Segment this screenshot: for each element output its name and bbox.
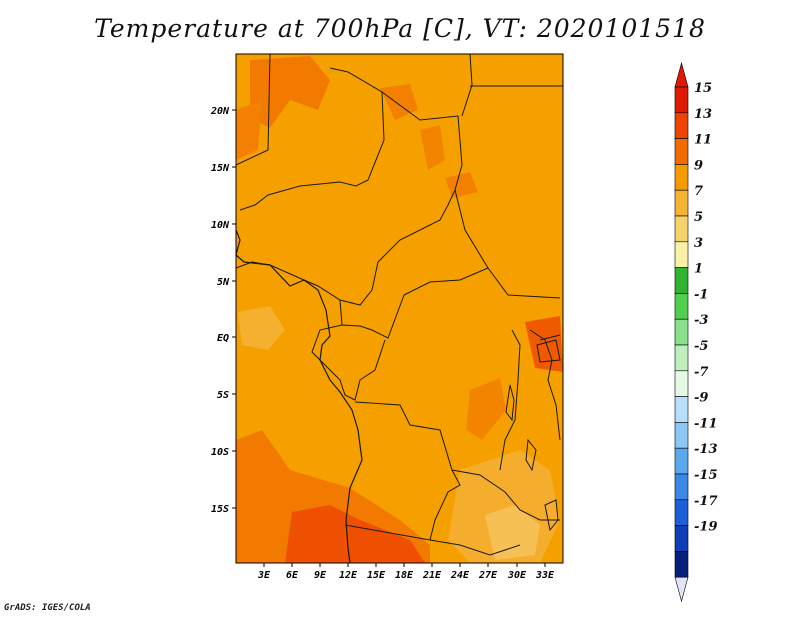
colorbar-label: -9 [694, 391, 708, 406]
colorbar-segment [674, 318, 689, 346]
cool-region-gulf [238, 306, 285, 350]
colorbar-label: 13 [694, 107, 712, 122]
lon-label-30e: 30E [507, 570, 527, 581]
colorbar-label: -5 [694, 339, 708, 354]
colorbar-segment [674, 344, 689, 372]
warm-region-east [445, 172, 478, 198]
colorbar-segment [674, 293, 689, 320]
lon-label-6e: 6E [286, 570, 299, 581]
colorbar-label: 3 [694, 236, 703, 251]
colorbar: 15 13 11 9 7 5 3 1 -1 -3 -5 -7 -9 -11 -13 -15 -17 -19 [674, 61, 718, 603]
lon-label-33e: 33E [535, 570, 555, 581]
colorbar-label: -7 [694, 365, 708, 380]
lon-axis: 3E 6E 9E 12E 15E 18E 21E 24E 27E 30E 33E [257, 563, 555, 581]
colorbar-label: -17 [694, 494, 718, 509]
colorbar-segment [674, 551, 689, 578]
colorbar-label: -3 [694, 313, 708, 328]
lon-label-24e: 24E [450, 570, 470, 581]
lakes [505, 339, 561, 532]
colorbar-label: 1 [694, 262, 703, 277]
lat-label-20n: 20N [210, 106, 230, 117]
cool-region-zambia [485, 505, 540, 560]
colorbar-over-arrow [674, 61, 689, 88]
colorbar-segment [674, 189, 689, 217]
lat-label-10n: 10N [211, 220, 230, 231]
lon-label-18e: 18E [395, 570, 414, 581]
colorbar-label: -1 [694, 287, 708, 302]
colorbar-segment [674, 241, 689, 268]
hot-region-southwest [285, 505, 425, 563]
colorbar-label: 11 [694, 133, 712, 148]
lat-label-15n: 15N [211, 163, 230, 174]
colorbar-segment [674, 215, 689, 243]
colorbar-segment [674, 473, 689, 501]
colorbar-label: -19 [694, 520, 718, 535]
map-frame [235, 53, 564, 564]
colorbar-segment [674, 86, 689, 114]
colorbar-segment [674, 370, 689, 397]
coastline [235, 229, 363, 564]
lat-axis: 20N 15N 10N 5N EQ 5S 10S 15S [210, 106, 236, 515]
colorbar-label: 9 [694, 158, 703, 173]
colorbar-segment [674, 267, 689, 294]
chart-title: Temperature at 700hPa [C], VT: 202010151… [94, 14, 706, 43]
colorbar-label: -13 [694, 442, 718, 457]
lon-label-27e: 27E [478, 570, 498, 581]
warm-region-northeast [420, 125, 445, 170]
colorbar-segment [674, 422, 689, 449]
lat-label-5s: 5S [217, 390, 229, 401]
colorbar-segment [674, 525, 689, 552]
lon-label-9e: 9E [314, 570, 327, 581]
lat-label-eq: EQ [217, 333, 229, 344]
grads-credit: GrADS: IGES/COLA [4, 603, 91, 613]
lat-label-5n: 5N [217, 277, 230, 288]
colorbar-label: 7 [694, 184, 703, 199]
map-panel [235, 53, 564, 564]
colorbar-under-arrow [674, 576, 689, 603]
warm-region-lakes [525, 316, 563, 372]
country-borders [235, 53, 563, 556]
lat-label-10s: 10S [211, 447, 229, 458]
colorbar-segment [674, 164, 689, 191]
lon-label-21e: 21E [422, 570, 442, 581]
colorbar-label: -11 [694, 416, 718, 431]
colorbar-segment [674, 396, 689, 423]
lon-label-12e: 12E [339, 570, 358, 581]
warm-region-northwest [236, 100, 262, 160]
colorbar-label: -15 [694, 468, 718, 483]
colorbar-segment [674, 447, 689, 475]
lon-label-15e: 15E [367, 570, 386, 581]
colorbar-segment [674, 499, 689, 526]
colorbar-segment [674, 112, 689, 139]
lon-label-3e: 3E [257, 570, 271, 581]
colorbar-label: 5 [694, 210, 703, 225]
colorbar-segment [674, 138, 689, 165]
lat-label-15s: 15S [211, 504, 229, 515]
colorbar-label: 15 [694, 81, 712, 96]
warm-region-congo [466, 378, 506, 440]
